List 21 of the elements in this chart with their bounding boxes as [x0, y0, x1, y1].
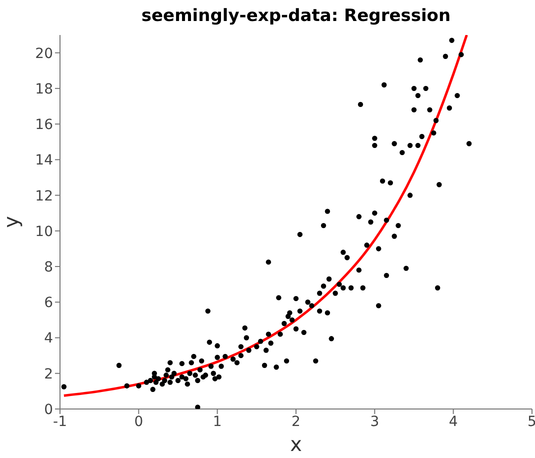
- y-tick-label: 4: [44, 330, 54, 347]
- y-axis-title: y: [0, 216, 23, 228]
- x-tick-label: -1: [53, 414, 67, 430]
- x-tick-label: 3: [370, 414, 380, 430]
- y-tick-label: 8: [44, 259, 53, 276]
- y-tick-label: 16: [35, 117, 54, 134]
- y-tick-label: 10: [35, 224, 53, 240]
- x-axis-title: x: [289, 432, 303, 456]
- y-tick-label: 12: [35, 188, 53, 204]
- x-tick-label: 2: [292, 414, 300, 430]
- y-tick-label: 0: [44, 402, 53, 418]
- chart-title: seemingly-exp-data: Regression: [140, 6, 452, 26]
- y-tick-label: 6: [44, 295, 54, 312]
- x-tick-label: 1: [212, 414, 222, 430]
- x-tick-label: 5: [528, 414, 535, 430]
- x-tick-label: 4: [448, 414, 458, 430]
- y-tick-label: 18: [35, 81, 53, 98]
- y-tick-label: 20: [35, 46, 53, 62]
- x-tick-label: 0: [134, 414, 144, 430]
- y-tick-label: 14: [35, 152, 54, 169]
- y-tick-label: 2: [44, 366, 53, 382]
